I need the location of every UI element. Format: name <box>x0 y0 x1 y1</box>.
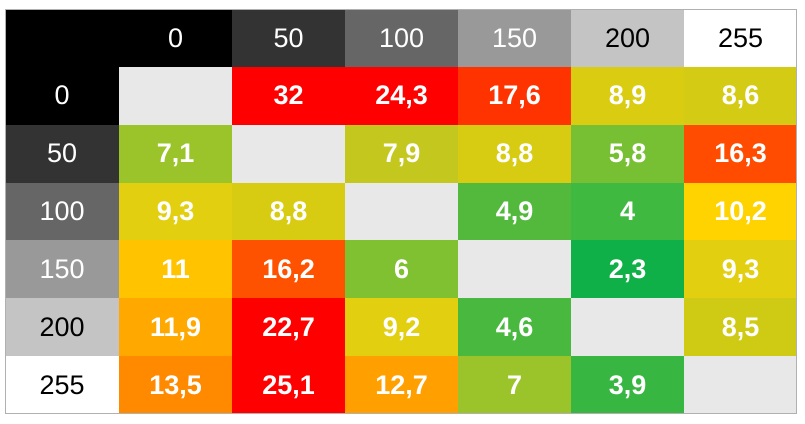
heatmap-cell: 9,3 <box>684 240 796 299</box>
heatmap-cell: 16,2 <box>232 240 345 299</box>
heatmap-cell: 17,6 <box>458 67 571 125</box>
heatmap-cell: 6 <box>345 240 458 299</box>
heatmap-cell: 7,9 <box>345 124 458 183</box>
heatmap-cell: 4 <box>571 182 684 241</box>
table-row: 0 32 24,3 17,6 8,9 8,6 <box>6 67 796 125</box>
table-row: 200 11,9 22,7 9,2 4,6 8,5 <box>6 298 796 357</box>
diagonal-cell <box>119 67 232 125</box>
diagonal-cell <box>684 356 796 413</box>
heatmap-cell: 11 <box>119 240 232 299</box>
table-row: 50 7,1 7,9 8,8 5,8 16,3 <box>6 124 796 183</box>
row-header-100: 100 <box>6 182 119 241</box>
table-row: 255 13,5 25,1 12,7 7 3,9 <box>6 356 796 413</box>
heatmap-cell: 11,9 <box>119 298 232 357</box>
heatmap-cell: 8,9 <box>571 67 684 125</box>
heatmap-cell: 7,1 <box>119 124 232 183</box>
column-header-150: 150 <box>458 10 571 68</box>
row-header-200: 200 <box>6 298 119 357</box>
heatmap-cell: 8,8 <box>232 182 345 241</box>
row-header-255: 255 <box>6 356 119 413</box>
heatmap-cell: 3,9 <box>571 356 684 413</box>
heatmap-cell: 9,3 <box>119 182 232 241</box>
table-row: 150 11 16,2 6 2,3 9,3 <box>6 240 796 299</box>
column-header-0: 0 <box>119 10 232 68</box>
diagonal-cell <box>571 298 684 357</box>
heatmap-cell: 13,5 <box>119 356 232 413</box>
heatmap-cell: 10,2 <box>684 182 796 241</box>
heatmap-cell: 4,9 <box>458 182 571 241</box>
heatmap-cell: 2,3 <box>571 240 684 299</box>
heatmap-cell: 12,7 <box>345 356 458 413</box>
heatmap-cell: 9,2 <box>345 298 458 357</box>
column-header-50: 50 <box>232 10 345 68</box>
header-row: 0 50 100 150 200 255 <box>6 10 796 68</box>
column-header-100: 100 <box>345 10 458 68</box>
row-header-50: 50 <box>6 124 119 183</box>
table-row: 100 9,3 8,8 4,9 4 10,2 <box>6 182 796 241</box>
heatmap-cell: 16,3 <box>684 124 796 183</box>
heatmap-cell: 5,8 <box>571 124 684 183</box>
heatmap-cell: 8,8 <box>458 124 571 183</box>
heatmap-cell: 7 <box>458 356 571 413</box>
heatmap-cell: 8,6 <box>684 67 796 125</box>
heatmap-cell: 25,1 <box>232 356 345 413</box>
column-header-255: 255 <box>684 10 796 68</box>
diagonal-cell <box>232 124 345 183</box>
diagonal-cell <box>345 182 458 241</box>
heatmap-cell: 4,6 <box>458 298 571 357</box>
heatmap-frame: 0 50 100 150 200 255 0 32 24,3 17,6 8,9 8,6 50 7,1 7,9… <box>5 9 797 414</box>
heatmap-table: 0 50 100 150 200 255 0 32 24,3 17,6 8,9 8,6 50 7,1 7,9… <box>6 10 796 413</box>
diagonal-cell <box>458 240 571 299</box>
heatmap-cell: 32 <box>232 67 345 125</box>
row-header-150: 150 <box>6 240 119 299</box>
heatmap-cell: 24,3 <box>345 67 458 125</box>
row-header-0: 0 <box>6 67 119 125</box>
heatmap-cell: 22,7 <box>232 298 345 357</box>
column-header-200: 200 <box>571 10 684 68</box>
corner-cell <box>6 10 119 68</box>
heatmap-cell: 8,5 <box>684 298 796 357</box>
